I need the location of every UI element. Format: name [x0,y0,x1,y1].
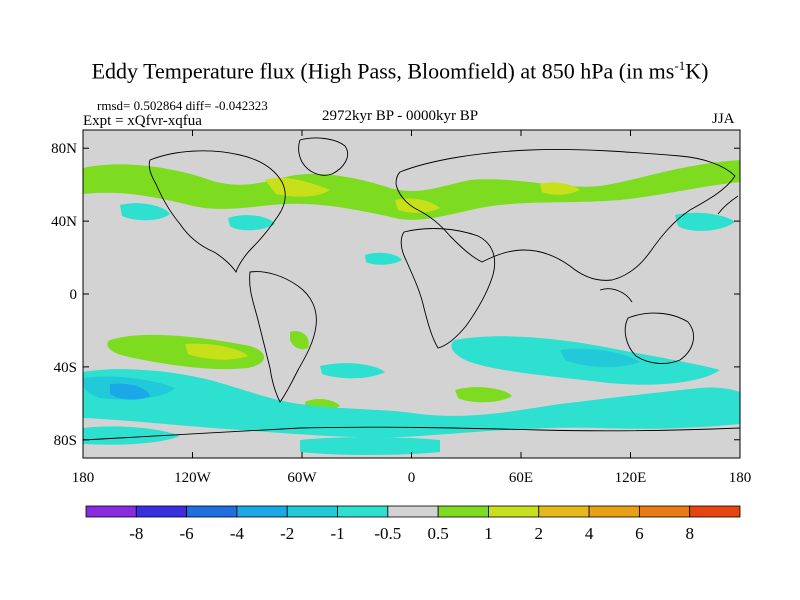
y-tick-label: 80N [51,141,77,157]
colorbar: -8 -6 -4 -2 -1 -0.5 0.5 1 2 4 6 8 [85,505,741,543]
experiment-label: Expt = xQfvr-xqfua [83,113,202,129]
colorbar-swatch [387,505,439,518]
y-tick-label: 40S [54,360,77,376]
sh-positive-band [107,334,265,370]
sh-positive-small-1 [290,330,309,350]
map-field [83,130,740,458]
colorbar-swatch [286,505,338,518]
colorbar-swatch [488,505,540,518]
south-atlantic-negative [320,363,385,379]
south-indian-core [560,348,640,368]
colorbar-swatch [689,505,741,518]
antarctic-negative-2 [83,426,180,445]
season-label: JJA [712,111,735,127]
colorbar-label: 0.5 [428,524,449,543]
antarctica-coast [83,426,740,441]
nh-positive-core-3 [540,182,580,195]
colorbar-swatch [538,505,590,518]
colorbar-label: -2 [280,524,294,543]
colorbar-label: 2 [535,524,544,543]
stats-line: rmsd= 0.502864 diff= -0.042323 [97,98,268,113]
colorbar-swatch [186,505,238,518]
colorbar-swatch [337,505,389,518]
period-label: 2972kyr BP - 0000kyr BP [322,108,479,124]
colorbar-swatch [135,505,188,518]
y-tick-label: 40N [51,214,77,230]
north-america-coast [148,150,286,274]
colorbar-swatch [85,505,137,518]
colorbar-label: 4 [585,524,594,543]
x-tick-label: 120W [174,470,212,486]
colorbar-label: 6 [635,524,644,543]
title-superscript: -1 [674,58,686,73]
south-america-coast [249,271,317,403]
colorbar-label: 1 [484,524,493,543]
x-tick-label: 180 [72,470,95,486]
colorbar-swatch [588,505,640,518]
x-tick-label: 60E [509,470,533,486]
sh-negative-core-2 [110,383,150,400]
colorbar-swatch [437,505,489,518]
indonesia-coast [599,288,633,303]
chart-title: Eddy Temperature flux (High Pass, Bloomf… [0,58,800,84]
x-tick-label: 180 [729,470,752,486]
colorbar-label: -6 [180,524,194,543]
colorbar-swatch [638,505,691,518]
title-text: Eddy Temperature flux (High Pass, Bloomf… [91,58,675,84]
colorbar-label: -4 [230,524,245,543]
sh-positive-small-3 [455,387,512,403]
colorbar-label: 8 [685,524,694,543]
nh-positive-band [83,160,740,220]
antarctic-negative [300,437,440,455]
colorbar-label: -1 [330,524,344,543]
x-tick-label: 120E [615,470,647,486]
colorbar-label: -8 [129,524,143,543]
colorbar-swatch [236,505,288,518]
sh-positive-core [185,343,248,360]
y-tick-label: 0 [70,287,78,303]
southern-ocean-negative-band [83,369,740,438]
nh-positive-core-1 [265,177,330,197]
australia-coast [624,312,695,364]
japan-coast [717,195,739,215]
x-tick-label: 0 [408,470,416,486]
eurasia-coast [395,149,736,281]
title-suffix: K) [685,58,709,84]
y-tick-label: 80S [54,433,77,449]
y-axis: 80N 40N 0 40S 80S [51,141,740,449]
nh-negative-1 [120,203,170,221]
colorbar-label: -0.5 [374,524,401,543]
greenland-coast [298,137,349,176]
nh-negative-3 [675,212,735,231]
x-tick-label: 60W [287,470,317,486]
tropical-negative [365,252,402,265]
x-axis: 180 120W 60W 0 60E 120E 180 [72,130,752,486]
coastlines [83,137,740,441]
nh-negative-2 [228,215,275,231]
africa-coast [400,228,496,349]
